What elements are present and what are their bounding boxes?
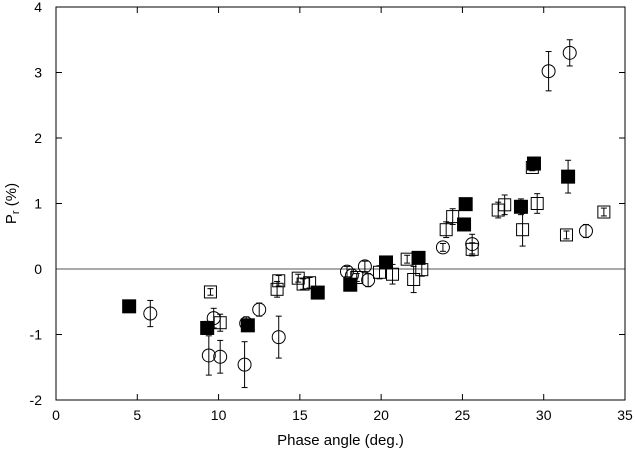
axis-ticks [55, 6, 626, 401]
open-square-point [530, 197, 544, 210]
open-square-point [272, 274, 286, 288]
filled-square-point [561, 169, 576, 184]
y-tick-label: 0 [34, 261, 42, 277]
filled-square-point [513, 199, 528, 214]
open-circle-point [361, 273, 376, 288]
x-tick-label: 5 [133, 407, 141, 423]
x-tick-label: 30 [536, 407, 552, 423]
y-axis-label-main: P [3, 214, 20, 224]
open-circle-point [239, 316, 254, 331]
x-tick-label: 25 [455, 407, 471, 423]
x-tick-label: 0 [52, 407, 60, 423]
open-square-point [597, 205, 611, 219]
y-tick-label: 2 [34, 130, 42, 146]
open-square-point [386, 267, 400, 281]
open-square-point [446, 210, 460, 224]
filled-square-point [458, 197, 473, 212]
y-tick-label: 3 [34, 65, 42, 81]
x-tick-label: 15 [292, 407, 308, 423]
x-tick-label: 35 [617, 407, 633, 423]
open-square-point [270, 282, 284, 296]
open-circle-point [271, 330, 286, 345]
open-circle-point [252, 302, 267, 317]
open-square-point [525, 160, 539, 174]
open-square-point [415, 263, 429, 277]
open-square-point [373, 265, 387, 279]
open-square-point [491, 203, 505, 217]
filled-square-point [526, 156, 541, 171]
open-circle-point [237, 357, 252, 372]
open-circle-point [201, 348, 216, 363]
y-axis-label-subscript: r [10, 210, 22, 214]
open-circle-point [344, 268, 359, 283]
x-tick-label: 10 [211, 407, 227, 423]
y-tick-label: -2 [30, 392, 43, 408]
open-square-point [439, 223, 453, 237]
open-square-point [559, 228, 573, 242]
open-square-point [303, 276, 317, 290]
open-circle-point [357, 259, 372, 274]
filled-square-point [343, 277, 358, 292]
open-square-point [407, 272, 421, 286]
open-circle-point [578, 224, 593, 239]
filled-square-point [310, 285, 325, 300]
open-circle-point [213, 349, 228, 364]
open-circle-point [435, 240, 450, 255]
y-axis-label: Pr (%) [3, 183, 22, 224]
data-points [122, 45, 611, 372]
y-tick-label: 1 [34, 196, 42, 212]
y-tick-label: 4 [34, 0, 42, 15]
filled-square-point [411, 250, 426, 265]
error-bars [126, 39, 607, 389]
open-circle-point [206, 311, 221, 326]
open-square-point [203, 285, 217, 299]
open-circle-point [143, 306, 158, 321]
y-tick-label: -1 [30, 327, 43, 343]
filled-square-point [240, 318, 255, 333]
open-circle-point [562, 45, 577, 60]
filled-square-point [200, 320, 215, 335]
filled-square-point [379, 255, 394, 270]
open-square-point [465, 242, 479, 256]
open-square-point [400, 252, 414, 266]
filled-square-point [122, 299, 137, 314]
open-circle-point [465, 237, 480, 252]
open-circle-point [541, 64, 556, 79]
tick-labels: 0 5 10 15 20 25 30 35 -2 -1 0 1 2 3 4 [30, 0, 633, 423]
x-tick-label: 20 [373, 407, 389, 423]
open-square-point [296, 277, 310, 291]
open-square-point [498, 198, 512, 212]
y-axis-label-unit: (%) [3, 183, 20, 211]
x-axis-label: Phase angle (deg.) [277, 432, 404, 449]
plot-frame [55, 6, 626, 401]
open-circle-point [340, 264, 355, 279]
open-square-point [516, 223, 530, 237]
filled-square-point [457, 217, 472, 232]
